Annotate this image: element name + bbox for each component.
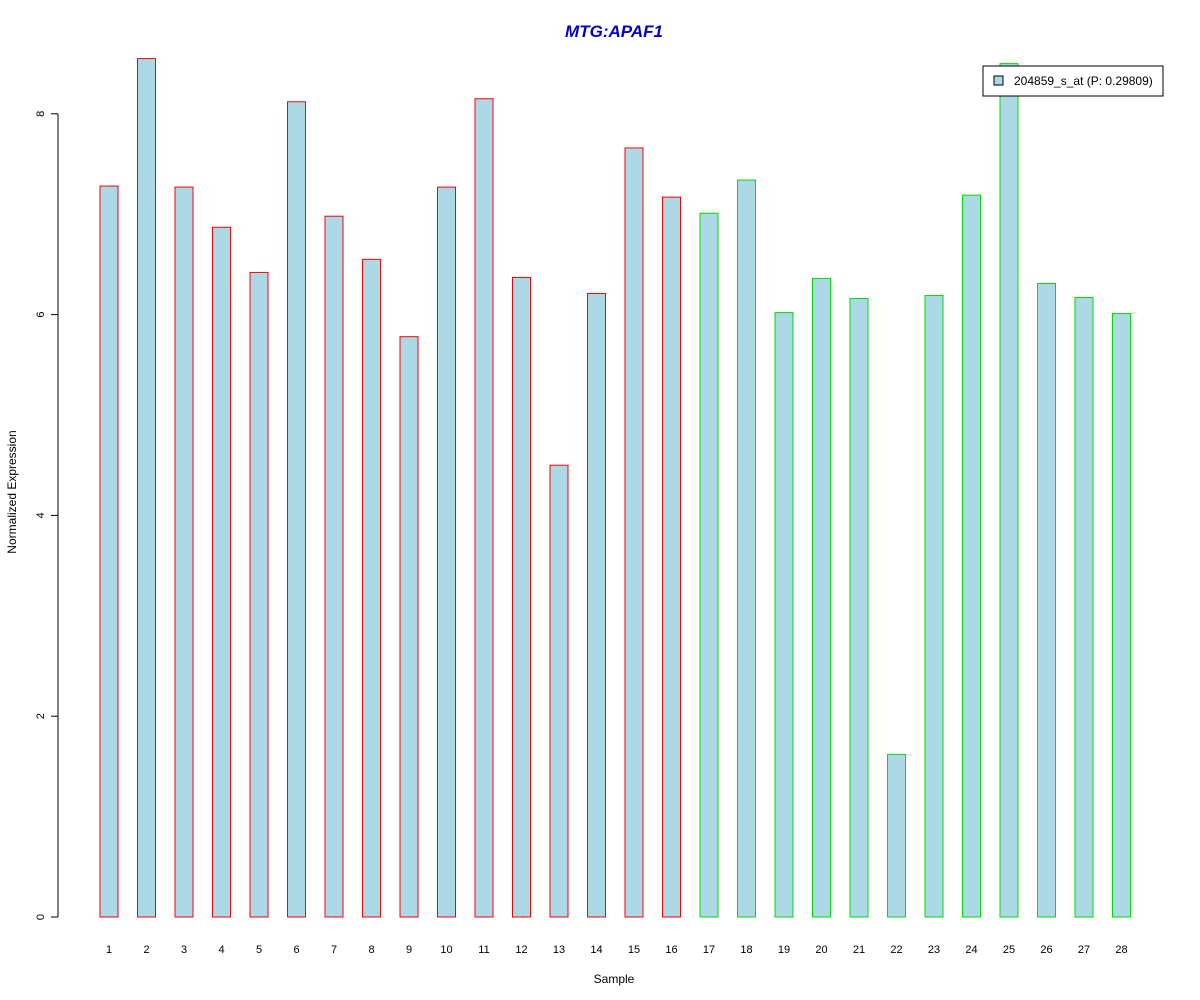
legend-box <box>982 65 1164 97</box>
bars <box>99 58 1131 918</box>
y-tick-label: 0 <box>35 914 47 920</box>
x-tick-label: 14 <box>590 944 602 956</box>
bar-sample-17 <box>699 212 719 918</box>
x-tick-label: 27 <box>1078 944 1090 956</box>
bar-sample-23 <box>924 295 944 918</box>
x-tick-label: 26 <box>1040 944 1052 956</box>
bar-sample-14 <box>587 293 606 918</box>
x-tick-label: 11 <box>478 944 489 956</box>
legend-swatch <box>993 75 1004 86</box>
x-tick-label: 21 <box>853 944 865 956</box>
bar-sample-22 <box>887 753 906 918</box>
x-tick-label: 1 <box>106 944 112 956</box>
bar-sample-15 <box>624 147 644 918</box>
x-tick-label: 25 <box>1003 944 1015 956</box>
x-tick-label: 20 <box>815 944 827 956</box>
x-tick-labels: 1 2 3 4 5 6 7 8 9 10 11 12 13 14 15 16 17 18 19 20 21 22 23 24 2… <box>106 944 1128 956</box>
x-tick-label: 24 <box>965 944 977 956</box>
x-tick-label: 6 <box>293 944 299 956</box>
bar-sample-2 <box>137 58 156 918</box>
x-tick-label: 9 <box>406 944 412 956</box>
bar-sample-19 <box>774 312 794 918</box>
x-tick-label: 18 <box>740 944 752 956</box>
y-axis-label: Normalized Expression <box>5 430 19 553</box>
y-axis: 0 2 4 6 8 <box>35 111 59 920</box>
bar-sample-10 <box>437 186 456 918</box>
bar-sample-24 <box>962 194 981 918</box>
bar-sample-27 <box>1074 297 1094 918</box>
bar-sample-6 <box>287 101 306 918</box>
bar-sample-3 <box>174 186 194 918</box>
x-tick-label: 3 <box>181 944 187 956</box>
legend: 204859_s_at (P: 0.29809) <box>982 65 1164 97</box>
bar-sample-13 <box>549 464 569 918</box>
bar-sample-18 <box>737 179 756 918</box>
x-tick-label: 22 <box>890 944 902 956</box>
bar-sample-7 <box>324 215 344 918</box>
x-tick-label: 23 <box>928 944 940 956</box>
x-tick-label: 12 <box>515 944 527 956</box>
x-tick-label: 16 <box>665 944 677 956</box>
y-tick-label: 4 <box>35 512 47 518</box>
bar-sample-26 <box>1037 282 1056 918</box>
bar-sample-4 <box>212 226 231 918</box>
x-tick-label: 4 <box>218 944 224 956</box>
chart-title: MTG:APAF1 <box>565 22 663 41</box>
bar-sample-16 <box>662 196 681 918</box>
x-tick-label: 2 <box>143 944 149 956</box>
bar-sample-21 <box>849 298 869 918</box>
y-tick-label: 2 <box>35 713 47 719</box>
bar-sample-12 <box>512 276 531 918</box>
bar-sample-25 <box>999 63 1019 918</box>
x-tick-label: 7 <box>331 944 337 956</box>
bar-sample-5 <box>249 271 269 918</box>
x-tick-label: 13 <box>553 944 565 956</box>
legend-label: 204859_s_at (P: 0.29809) <box>1014 74 1153 88</box>
bar-sample-1 <box>99 185 119 918</box>
x-axis-label: Sample <box>594 972 635 986</box>
x-tick-label: 5 <box>256 944 262 956</box>
bar-sample-11 <box>474 98 494 918</box>
y-tick-label: 8 <box>35 111 47 117</box>
y-tick-label: 6 <box>35 312 47 318</box>
bar-sample-20 <box>812 277 831 918</box>
bar-sample-8 <box>362 258 381 918</box>
x-tick-label: 28 <box>1115 944 1127 956</box>
x-tick-label: 17 <box>703 944 715 956</box>
bar-sample-9 <box>399 336 419 918</box>
x-tick-label: 10 <box>440 944 452 956</box>
bar-sample-28 <box>1112 313 1131 918</box>
x-tick-label: 8 <box>368 944 374 956</box>
x-tick-label: 19 <box>778 944 790 956</box>
x-tick-label: 15 <box>628 944 640 956</box>
